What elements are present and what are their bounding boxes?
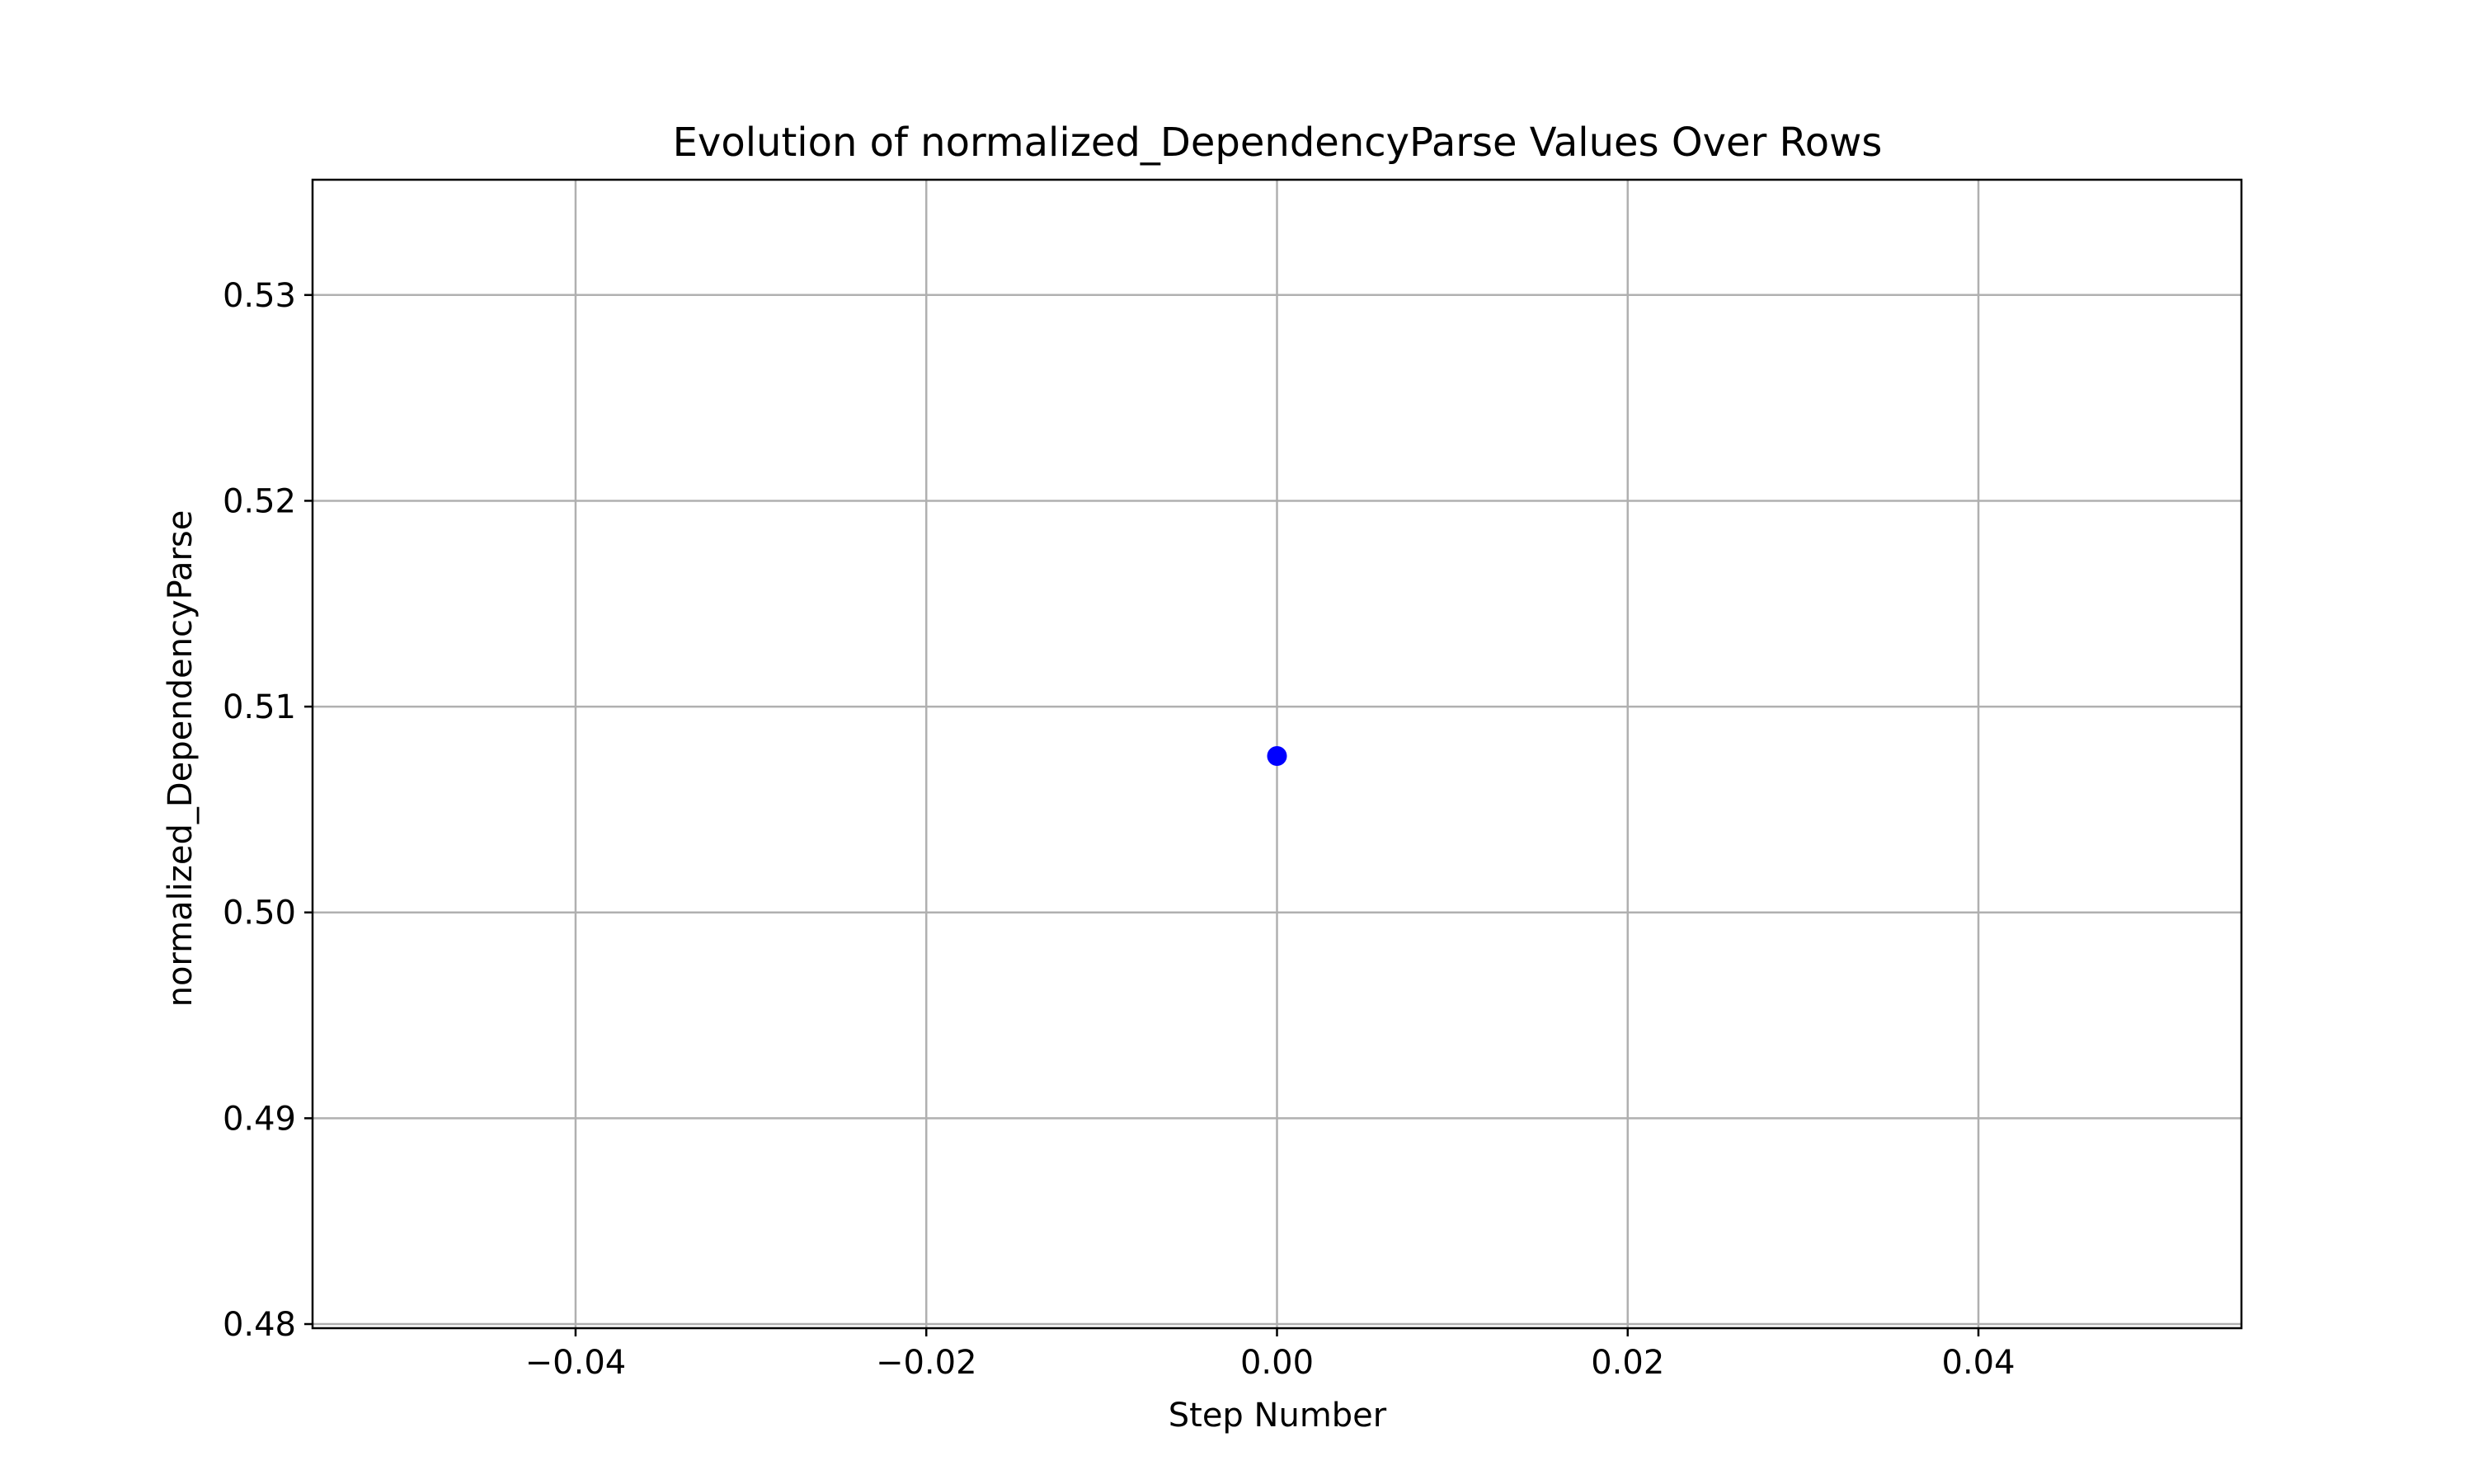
axis-ticks: −0.04 −0.02 0.00 0.02 0.04 0.48 0.49 0.50 0.51 0.… [223,277,2015,1382]
y-tick-label: 0.53 [223,277,296,315]
x-tick-label: −0.02 [876,1344,977,1382]
y-axis-label: normalized_DependencyParse [162,510,200,1007]
x-tick-label: 0.02 [1591,1344,1664,1382]
x-tick-label: 0.04 [1942,1344,2015,1382]
data-points [1267,745,1287,766]
y-tick-label: 0.48 [223,1306,296,1344]
x-tick-label: 0.00 [1240,1344,1314,1382]
chart-title: Evolution of normalized_DependencyParse … [673,120,1883,166]
x-axis-label: Step Number [1169,1397,1387,1435]
y-tick-label: 0.49 [223,1100,296,1138]
data-point [1267,745,1287,766]
grid-lines [313,180,2241,1328]
plot-area-frame [311,178,2243,1330]
x-tick-label: −0.04 [525,1344,627,1382]
y-tick-label: 0.51 [223,688,296,726]
y-tick-label: 0.50 [223,895,296,932]
y-tick-label: 0.52 [223,482,296,520]
